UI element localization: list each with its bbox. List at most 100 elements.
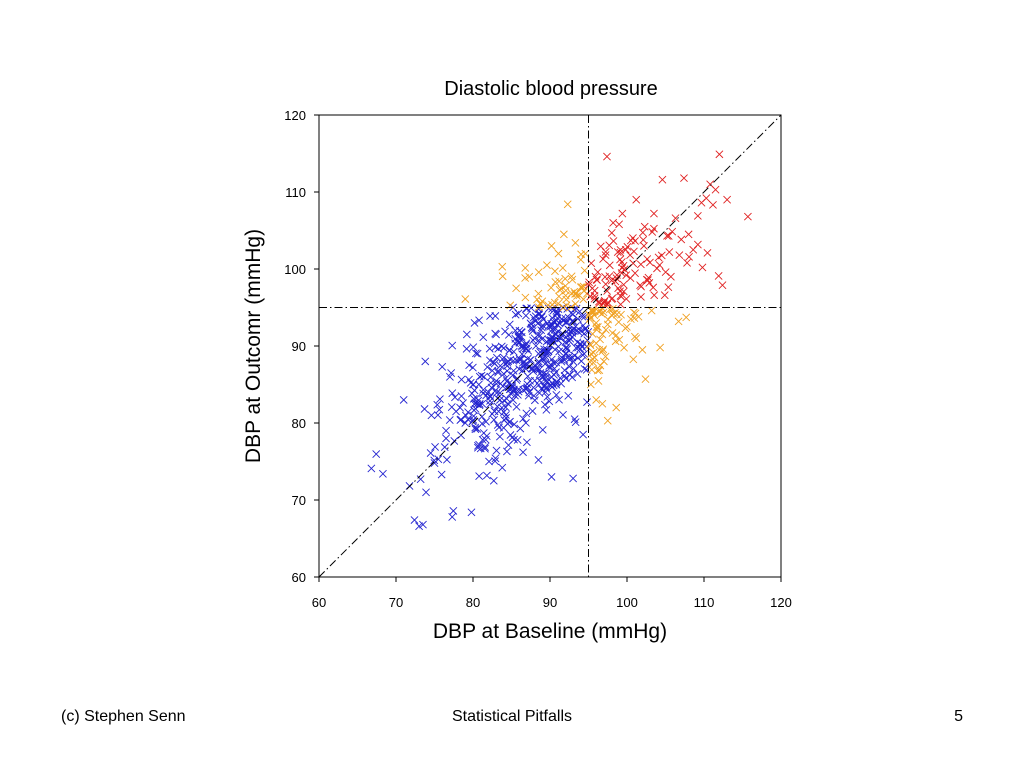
data-point-both-above [601,273,609,281]
data-point-mixed [533,295,542,304]
data-point-mixed [521,264,530,272]
data-point-both-below [573,314,582,323]
data-point-both-above [616,248,625,257]
data-point-both-below [462,344,471,353]
data-point-both-below [468,389,476,398]
data-point-mixed [592,323,601,331]
data-point-both-below [435,395,444,404]
data-point-mixed [608,304,617,313]
data-point-mixed [571,238,580,247]
data-point-both-above [616,291,625,300]
data-point-mixed [605,305,614,314]
data-point-both-below [514,309,523,318]
data-point-both-below [536,331,545,340]
data-point-both-below [583,398,591,407]
data-point-both-below [565,370,574,379]
data-point-both-below [378,469,387,478]
data-point-both-above [615,220,624,229]
data-point-mixed [647,306,656,315]
data-point-both-below [556,334,565,343]
data-point-both-below [419,520,427,529]
data-point-both-below [579,430,588,439]
data-point-both-below [501,327,509,336]
data-point-both-above [684,230,693,239]
data-point-both-below [578,312,587,321]
data-point-both-below [410,516,419,524]
data-point-both-above [714,272,723,280]
data-point-both-below [528,324,537,333]
data-point-both-below [479,333,488,342]
data-point-both-below [535,389,544,397]
data-point-mixed [603,416,612,425]
data-point-both-below [552,368,560,377]
data-point-both-below [457,375,466,384]
data-point-both-below [537,384,546,393]
data-point-both-below [522,344,531,353]
x-tick-label: 60 [312,595,326,610]
data-point-both-below [461,419,470,427]
data-point-both-below [551,345,560,354]
data-point-both-below [506,417,514,426]
y-tick-label: 110 [285,185,306,200]
data-point-both-below [560,366,569,375]
data-point-mixed [622,322,631,331]
data-point-both-above [590,294,599,303]
data-point-both-below [493,421,502,429]
data-point-both-below [490,415,498,424]
data-point-mixed [608,329,617,337]
data-point-mixed [585,315,594,324]
data-point-mixed [461,295,470,303]
data-point-mixed [592,395,601,404]
data-point-both-below [482,471,491,480]
data-point-both-below [564,313,573,322]
data-point-both-below [433,400,442,409]
data-point-both-below [568,353,577,362]
data-point-both-below [503,358,512,367]
data-point-both-below [538,335,546,344]
data-point-mixed [596,361,605,370]
data-point-both-below [481,443,489,452]
data-point-both-below [509,396,518,404]
data-point-mixed [674,317,683,326]
data-point-both-above [601,280,610,289]
data-point-both-below [486,312,494,320]
data-point-mixed [638,345,647,354]
data-point-both-below [522,341,530,349]
data-point-both-above [609,218,618,227]
data-point-both-below [481,435,490,444]
data-point-mixed [579,295,588,304]
data-point-mixed [577,250,586,259]
data-point-both-below [435,405,444,414]
data-point-both-above [614,284,623,293]
data-point-both-above [661,268,670,277]
data-point-both-above [600,298,609,307]
data-point-both-below [445,416,454,424]
data-point-both-above [683,258,691,267]
data-point-both-below [564,391,573,400]
data-point-both-below [555,395,563,404]
data-point-both-below [421,357,430,366]
data-point-both-below [519,344,527,353]
data-point-both-below [486,392,495,401]
data-point-mixed [512,284,521,293]
data-point-both-below [420,405,429,413]
data-point-both-above [693,240,702,249]
data-point-both-below [519,448,527,457]
data-point-both-below [531,365,540,373]
data-point-both-above [626,274,635,283]
data-point-both-above [680,174,688,183]
data-point-both-above [619,280,628,289]
data-point-both-below [488,366,497,375]
y-tick-label: 120 [284,108,306,123]
data-point-both-above [607,228,616,237]
data-point-mixed [579,282,588,291]
data-point-mixed [599,345,608,354]
data-point-both-above [693,211,702,220]
data-point-both-below [477,371,486,380]
data-point-both-above [592,275,601,284]
data-point-both-below [500,396,508,405]
x-tick-label: 70 [389,595,403,610]
data-point-both-below [399,395,408,404]
data-point-both-below [473,424,482,433]
data-point-both-below [507,384,516,393]
